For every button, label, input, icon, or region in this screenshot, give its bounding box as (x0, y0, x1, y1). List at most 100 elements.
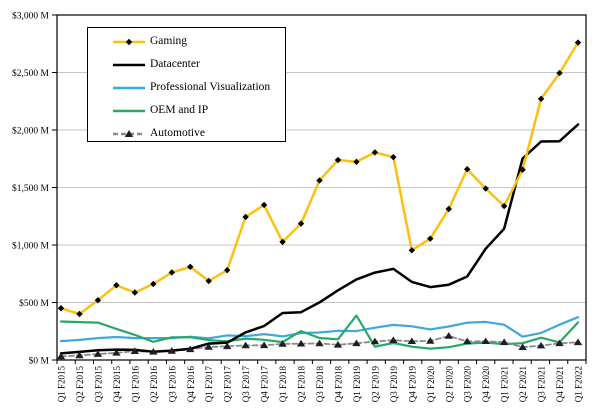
x-axis-label: Q2 F2018 (297, 366, 307, 403)
x-axis-label: Q4 F2019 (407, 366, 417, 403)
gaming-point-marker (260, 201, 268, 209)
x-axis-label: Q4 F2021 (555, 366, 565, 402)
automotive-point-marker (167, 347, 176, 354)
series-line-professional-visualization (59, 316, 580, 343)
x-axis-label: Q2 F2021 (518, 366, 528, 402)
x-axis-label: Q2 F2017 (223, 366, 233, 403)
gaming-point-marker (279, 238, 286, 246)
x-axis-label: Q3 F2018 (315, 366, 325, 403)
gaming-point-marker (353, 158, 360, 166)
gaming-point-marker (556, 69, 563, 77)
gaming-point-marker (537, 95, 545, 103)
automotive-point-marker (389, 336, 398, 344)
series-line-oem-and-ip (59, 314, 580, 350)
gaming-point-marker (242, 213, 249, 221)
gaming-point-marker (150, 280, 157, 288)
gaming-point-marker (334, 156, 342, 164)
gaming-point-marker (390, 153, 397, 161)
automotive-point-marker (536, 341, 546, 349)
automotive-point-marker (499, 338, 509, 345)
gaming-point-marker (94, 297, 102, 304)
y-axis-label: $2,000 M (12, 126, 50, 137)
x-axis-label: Q1 F2016 (130, 366, 140, 403)
automotive-point-marker (352, 339, 361, 347)
legend-item-oem-and-ip: OEM and IP (112, 99, 285, 122)
gaming-point-marker (519, 166, 526, 173)
automotive-point-marker (463, 337, 472, 345)
automotive-point-marker (112, 349, 121, 356)
gaming-point-marker (574, 39, 582, 46)
x-axis-label: Q3 F2017 (241, 366, 251, 403)
x-axis-label: Q3 F2021 (537, 366, 547, 402)
legend-sample-marker (125, 38, 133, 45)
gaming-point-marker (464, 166, 471, 173)
professional-visualization-line-icon (113, 86, 145, 89)
gaming-point-marker (371, 149, 379, 156)
oem-and-ip-line-icon (113, 109, 145, 112)
automotive-point-marker (204, 343, 213, 350)
automotive-point-marker (315, 339, 324, 347)
gaming-point-marker (500, 202, 508, 210)
x-axis-label: Q3 F2015 (93, 366, 103, 403)
gaming-line-icon (113, 38, 145, 45)
automotive-point-marker (75, 351, 84, 359)
datacenter-line-icon (113, 63, 145, 66)
x-axis-label: Q4 F2017 (260, 366, 270, 403)
automotive-point-marker (149, 348, 158, 355)
x-axis-label: Q1 F2020 (426, 366, 436, 403)
legend-label-professional-visualization: Professional Visualization (150, 80, 271, 93)
y-axis-label: $0 M (29, 356, 50, 367)
legend-label-datacenter: Datacenter (150, 57, 200, 70)
automotive-point-marker (186, 345, 195, 353)
gaming-point-marker (297, 220, 305, 227)
y-axis-label: $500 M (19, 298, 49, 309)
x-axis-label: Q1 F2018 (278, 366, 288, 403)
gaming-point-marker (445, 205, 452, 213)
automotive-point-marker (370, 337, 380, 345)
automotive-point-marker (56, 352, 66, 360)
x-axis-label: Q4 F2015 (112, 366, 122, 403)
y-axis-label: $2,500 M (12, 68, 50, 79)
automotive-point-marker (426, 337, 435, 344)
series-line-datacenter (59, 123, 580, 355)
x-axis-label: Q4 F2020 (481, 366, 491, 403)
legend-item-gaming: Gaming (112, 30, 285, 53)
automotive-point-marker (278, 340, 287, 347)
gaming-point-marker (482, 185, 489, 192)
gaming-point-marker (57, 305, 65, 312)
automotive-point-marker (333, 341, 343, 348)
x-axis-label: Q3 F2016 (167, 366, 177, 403)
legend-label-gaming: Gaming (150, 34, 188, 47)
automotive-point-marker (130, 347, 140, 354)
legend-label-automotive: Automotive (150, 126, 205, 139)
gaming-point-marker (408, 247, 416, 254)
automotive-point-marker (259, 341, 269, 349)
automotive-point-marker (296, 339, 306, 347)
automotive-point-marker (573, 338, 583, 346)
x-axis-label: Q1 F2017 (204, 366, 214, 403)
legend-label-oem-and-ip: OEM and IP (150, 103, 209, 116)
gaming-point-marker (205, 277, 212, 285)
x-axis-label: Q4 F2016 (186, 366, 196, 403)
gaming-point-marker (316, 177, 323, 184)
automotive-point-marker (241, 341, 250, 349)
x-axis-label: Q2 F2019 (370, 366, 380, 403)
x-axis-label: Q1 F2019 (352, 366, 362, 403)
gaming-point-marker (223, 266, 231, 274)
legend-item-professional-visualization: Professional Visualization (112, 76, 285, 99)
automotive-line-icon (113, 129, 145, 137)
gaming-point-marker (131, 289, 139, 296)
automotive-point-marker (444, 332, 453, 339)
legend-item-datacenter: Datacenter (112, 53, 285, 76)
gaming-point-marker (168, 269, 175, 276)
y-axis-label: $1,500 M (12, 183, 50, 194)
gaming-point-marker (76, 310, 83, 318)
x-axis-label: Q3 F2019 (389, 366, 399, 403)
gaming-point-marker (187, 263, 194, 271)
y-axis-label: $1,000 M (12, 241, 50, 252)
x-axis-label: Q1 F2015 (57, 366, 67, 403)
automotive-point-marker (518, 343, 527, 351)
legend-sample-marker (124, 129, 134, 137)
